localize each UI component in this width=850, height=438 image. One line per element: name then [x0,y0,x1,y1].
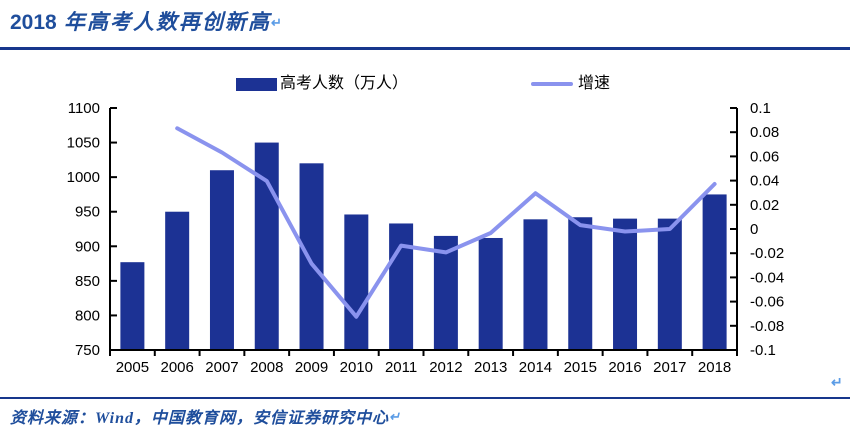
bar-2013 [478,237,503,350]
bar-2005 [120,262,145,350]
right-axis-label: 0.08 [750,124,779,141]
right-axis-label: 0.1 [750,100,771,117]
left-axis-label: 750 [75,342,100,359]
legend-item-bar[interactable]: 高考人数（万人） [236,75,408,93]
title-divider [0,47,850,50]
left-axis-label: 850 [75,273,100,290]
bar-2011 [389,223,414,350]
x-axis-label: 2015 [564,359,597,376]
left-axis-label: 950 [75,204,100,221]
bar-2018 [702,194,727,350]
x-axis-label: 2006 [160,359,193,376]
x-axis-label: 2012 [429,359,462,376]
legend-item-line[interactable]: 增速 [531,75,610,93]
x-axis-label: 2018 [698,359,731,376]
return-mark-icon: ↵ [831,374,843,390]
bar-2015 [568,217,593,350]
right-axis-label: -0.08 [750,318,784,335]
left-axis-label: 1000 [67,169,100,186]
right-axis-label: -0.04 [750,269,784,286]
right-axis-label: -0.02 [750,245,784,262]
x-axis-label: 2011 [385,359,417,376]
bar-2016 [613,218,638,350]
legend-bar-swatch-icon [236,77,277,91]
source-note-text: 资料来源：Wind，中国教育网，安信证券研究中心 [10,410,389,427]
legend-line-label: 增速 [578,75,611,92]
return-mark-icon: ↵ [270,15,282,30]
bar-2010 [344,214,369,350]
bar-2009 [299,163,324,350]
source-note: 资料来源：Wind，中国教育网，安信证券研究中心↵ [10,404,401,428]
chart-title: 2018 年高考人数再创新高↵ [10,6,282,36]
footer-divider [0,397,850,399]
chart-title-text: 年高考人数再创新高 [56,10,271,34]
x-axis-label: 2016 [608,359,641,376]
bar-2007 [209,170,234,350]
legend-bar-label: 高考人数（万人） [280,75,409,92]
bar-2012 [433,235,458,350]
left-axis-label: 1050 [67,135,100,152]
return-mark-icon: ↵ [388,409,401,424]
bar-2017 [657,218,682,350]
x-axis-label: 2010 [340,359,373,376]
chart-title-year: 2018 [10,11,57,34]
x-axis-label: 2017 [653,359,686,376]
right-axis-label: 0 [750,221,758,238]
x-axis-label: 2005 [116,359,149,376]
left-axis-label: 1100 [68,100,100,117]
bar-2006 [165,211,190,350]
right-axis-label: -0.1 [750,342,776,359]
legend-line-swatch-icon [531,82,573,86]
left-axis-label: 800 [75,307,100,324]
right-axis-label: 0.04 [750,173,779,190]
right-axis-label: -0.06 [750,294,784,311]
x-axis-label: 2008 [250,359,283,376]
right-axis-label: 0.06 [750,148,779,165]
x-axis-label: 2007 [205,359,238,376]
x-axis-label: 2013 [474,359,507,376]
growth-line [175,126,717,319]
x-axis-label: 2009 [295,359,328,376]
left-axis-label: 900 [75,238,100,255]
right-axis-label: 0.02 [750,197,779,214]
x-axis-label: 2014 [519,359,552,376]
bar-2014 [523,219,548,350]
